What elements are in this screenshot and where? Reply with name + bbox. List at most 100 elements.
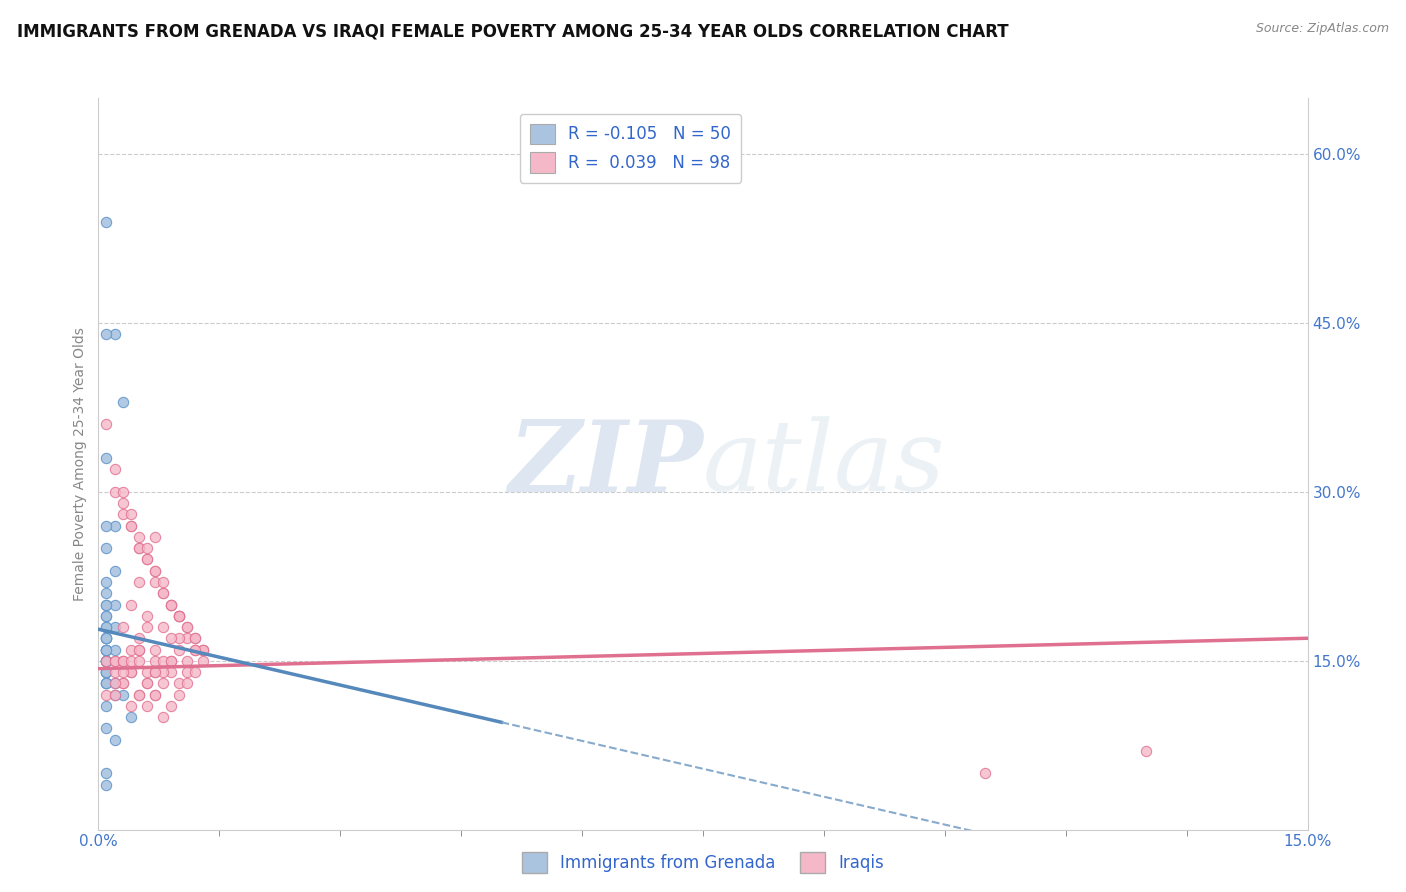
Point xyxy=(96,676,118,690)
Point xyxy=(103,485,125,500)
Point xyxy=(143,564,166,578)
Point xyxy=(120,642,142,657)
Point xyxy=(152,710,174,724)
Point xyxy=(167,608,190,623)
Point xyxy=(176,665,198,679)
Point xyxy=(103,676,125,690)
Point xyxy=(111,496,134,510)
Point xyxy=(96,417,118,432)
Point xyxy=(152,620,174,634)
Point xyxy=(135,698,157,713)
Point xyxy=(176,620,198,634)
Point xyxy=(103,688,125,702)
Point xyxy=(96,665,118,679)
Point xyxy=(96,518,118,533)
Point xyxy=(143,688,166,702)
Point xyxy=(96,608,118,623)
Point xyxy=(96,632,118,646)
Point xyxy=(103,620,125,634)
Point xyxy=(96,642,118,657)
Point xyxy=(96,665,118,679)
Point xyxy=(167,632,190,646)
Point xyxy=(193,642,215,657)
Point xyxy=(160,598,183,612)
Text: Source: ZipAtlas.com: Source: ZipAtlas.com xyxy=(1256,22,1389,36)
Point xyxy=(96,665,118,679)
Point xyxy=(152,665,174,679)
Point xyxy=(96,632,118,646)
Point xyxy=(135,620,157,634)
Point xyxy=(96,632,118,646)
Point xyxy=(143,665,166,679)
Point xyxy=(128,530,150,544)
Point xyxy=(96,654,118,668)
Point xyxy=(96,642,118,657)
Point xyxy=(143,574,166,589)
Point xyxy=(184,642,207,657)
Point xyxy=(193,642,215,657)
Point xyxy=(128,541,150,556)
Point xyxy=(128,574,150,589)
Point xyxy=(193,642,215,657)
Legend: R = -0.105   N = 50, R =  0.039   N = 98: R = -0.105 N = 50, R = 0.039 N = 98 xyxy=(520,114,741,183)
Point xyxy=(120,698,142,713)
Point xyxy=(96,654,118,668)
Point xyxy=(184,632,207,646)
Point xyxy=(152,654,174,668)
Point xyxy=(111,676,134,690)
Point xyxy=(135,541,157,556)
Text: ZIP: ZIP xyxy=(508,416,703,512)
Point xyxy=(143,654,166,668)
Point xyxy=(152,586,174,600)
Point xyxy=(193,654,215,668)
Point xyxy=(160,654,183,668)
Point xyxy=(128,688,150,702)
Point xyxy=(96,698,118,713)
Point xyxy=(143,642,166,657)
Point xyxy=(128,642,150,657)
Point xyxy=(160,654,183,668)
Point xyxy=(96,665,118,679)
Point xyxy=(96,451,118,466)
Point xyxy=(103,654,125,668)
Point xyxy=(96,676,118,690)
Point xyxy=(167,608,190,623)
Point xyxy=(96,654,118,668)
Point xyxy=(96,721,118,735)
Point xyxy=(103,732,125,747)
Point xyxy=(135,665,157,679)
Point xyxy=(120,665,142,679)
Point xyxy=(96,215,118,229)
Point xyxy=(111,654,134,668)
Point xyxy=(160,632,183,646)
Y-axis label: Female Poverty Among 25-34 Year Olds: Female Poverty Among 25-34 Year Olds xyxy=(73,326,87,601)
Point xyxy=(96,574,118,589)
Point xyxy=(96,654,118,668)
Point xyxy=(96,654,118,668)
Point xyxy=(167,608,190,623)
Point xyxy=(160,598,183,612)
Point xyxy=(152,574,174,589)
Point xyxy=(103,642,125,657)
Point xyxy=(96,608,118,623)
Point xyxy=(103,665,125,679)
Point xyxy=(135,552,157,566)
Point xyxy=(103,518,125,533)
Point xyxy=(111,620,134,634)
Point xyxy=(111,654,134,668)
Point xyxy=(103,564,125,578)
Point xyxy=(1135,744,1157,758)
Point xyxy=(160,598,183,612)
Point xyxy=(120,654,142,668)
Point xyxy=(111,508,134,522)
Point xyxy=(96,327,118,342)
Point xyxy=(96,688,118,702)
Point xyxy=(103,327,125,342)
Point xyxy=(103,598,125,612)
Point xyxy=(184,642,207,657)
Point xyxy=(96,654,118,668)
Point xyxy=(120,665,142,679)
Point xyxy=(96,586,118,600)
Point xyxy=(135,676,157,690)
Point xyxy=(128,541,150,556)
